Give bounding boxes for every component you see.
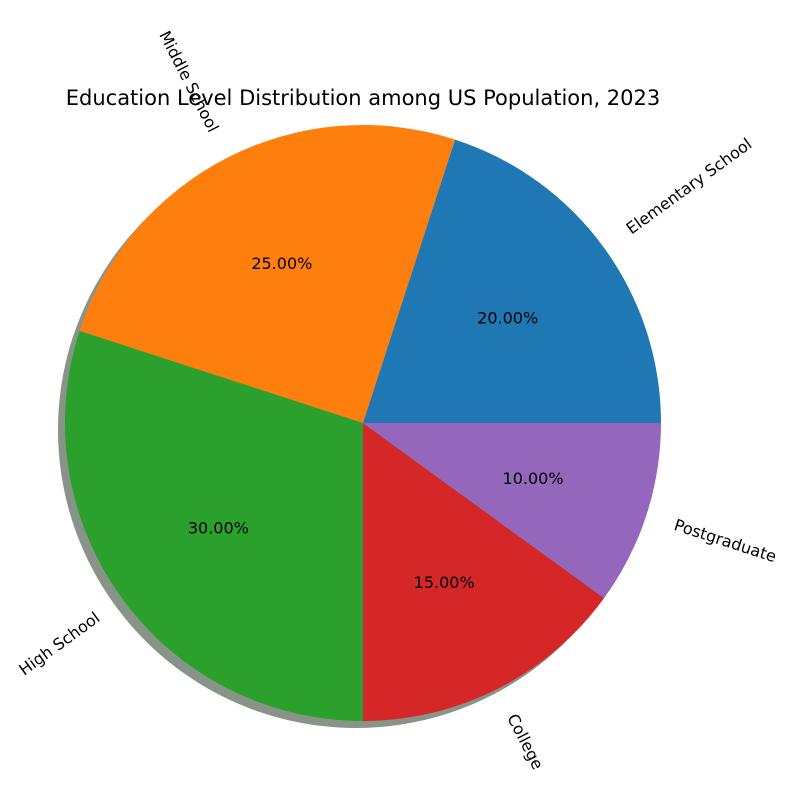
percentage-label-postgraduate: 10.00% — [503, 469, 564, 488]
pie-slice-high-school — [64, 330, 363, 721]
percentage-label-high-school: 30.00% — [188, 519, 249, 538]
percentage-label-college: 15.00% — [414, 573, 475, 592]
pie-slice-middle-school — [79, 125, 456, 424]
percentage-labels: 20.00% 25.00% 30.00% 15.00% 10.00% — [188, 254, 564, 592]
percentage-label-elementary-school: 20.00% — [477, 308, 538, 327]
pie-slice-college — [363, 423, 605, 721]
percentage-label-middle-school: 25.00% — [251, 254, 312, 273]
category-label-elementary-school: Elementary School — [623, 134, 756, 238]
category-label-high-school: High School — [15, 608, 103, 679]
category-label-college: College — [503, 711, 547, 773]
pie-slice-postgraduate — [363, 423, 661, 599]
pie-slice-elementary-school — [363, 139, 661, 424]
chart-title: Education Level Distribution among US Po… — [66, 86, 661, 110]
category-label-middle-school: Middle School — [155, 28, 222, 136]
category-label-postgraduate: Postgraduate — [672, 515, 779, 566]
pie-slices — [64, 125, 661, 721]
